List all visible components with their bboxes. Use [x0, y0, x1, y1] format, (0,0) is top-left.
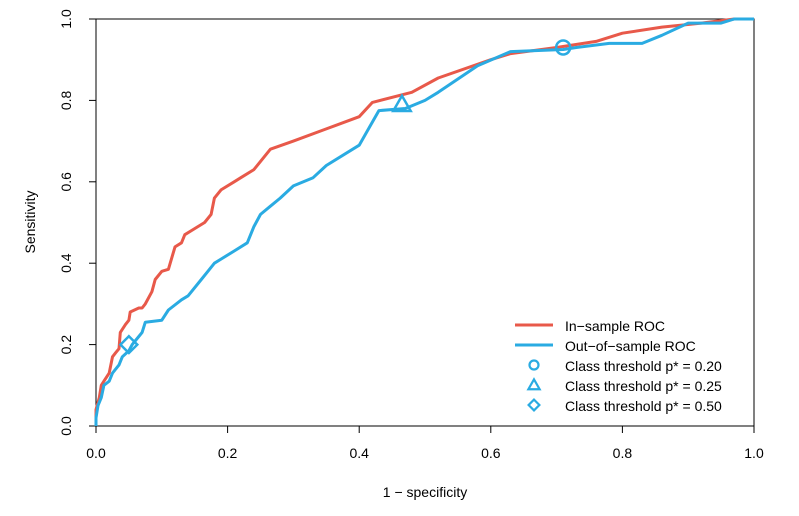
- legend-label-threshold-020: Class threshold p* = 0.20: [565, 358, 722, 374]
- circle-threshold-marker: [554, 39, 572, 56]
- legend-label-in-sample: In−sample ROC: [565, 318, 665, 334]
- legend-circle-marker: [528, 359, 540, 371]
- x-axis-label: 1 − specificity: [383, 484, 467, 500]
- series-layer: [94, 17, 754, 426]
- y-axis-label: Sensitivity: [22, 190, 38, 253]
- x-tick-label-5: 1.0: [744, 445, 764, 461]
- plot-frame: [95, 18, 755, 427]
- y-tick-label-0: 0.0: [58, 416, 74, 436]
- y-axis: 0.0 0.2 0.4 0.6 0.8 1.0: [58, 9, 96, 436]
- y-tick-label-1: 0.2: [58, 335, 74, 355]
- x-tick-label-0: 0.0: [86, 445, 106, 461]
- legend-diamond-icon: [527, 398, 541, 412]
- out-of-sample-roc-line: [94, 17, 754, 426]
- legend-label-threshold-025: Class threshold p* = 0.25: [565, 378, 722, 394]
- y-tick-label-4: 0.8: [58, 90, 74, 110]
- legend: In−sample ROC Out−of−sample ROC Class th…: [515, 318, 722, 414]
- legend-circle-icon: [528, 359, 540, 371]
- legend-label-out-of-sample: Out−of−sample ROC: [565, 338, 696, 354]
- y-tick-label-3: 0.6: [58, 172, 74, 192]
- legend-triangle-icon: [526, 377, 542, 391]
- x-tick-label-4: 0.8: [613, 445, 633, 461]
- y-tick-label-5: 1.0: [58, 9, 74, 29]
- legend-diamond-marker: [527, 398, 541, 412]
- y-tick-label-2: 0.4: [58, 253, 74, 273]
- legend-label-threshold-050: Class threshold p* = 0.50: [565, 398, 722, 414]
- diamond-threshold-marker: [118, 334, 140, 355]
- triangle-threshold-marker: [391, 93, 413, 113]
- x-tick-label-2: 0.4: [349, 445, 369, 461]
- x-axis: 0.0 0.2 0.4 0.6 0.8 1.0: [86, 426, 764, 461]
- legend-triangle-marker: [526, 377, 542, 391]
- x-tick-label-3: 0.6: [481, 445, 501, 461]
- x-tick-label-1: 0.2: [218, 445, 238, 461]
- threshold-markers: [118, 39, 572, 355]
